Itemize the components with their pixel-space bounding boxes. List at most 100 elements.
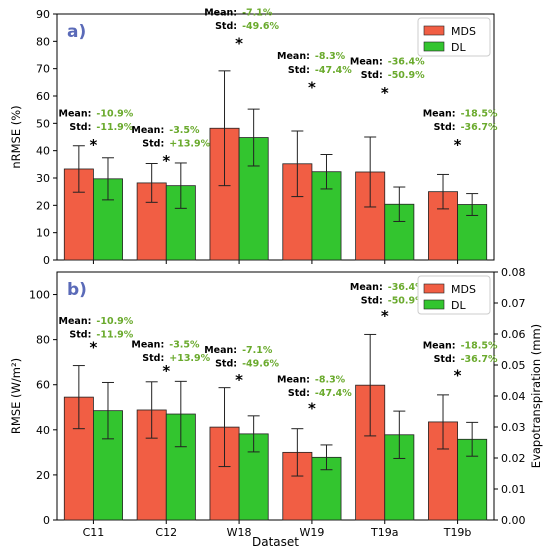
y2-tick-label: 0.04 [501, 390, 526, 403]
significance-asterisk: * [454, 367, 462, 385]
annotation-mean-label: Mean: [350, 57, 383, 68]
annotation-mean-value: -36.4% [388, 57, 425, 68]
y-tick-label: 100 [29, 289, 50, 302]
y-tick-label: 20 [36, 199, 50, 212]
annotation-mean-value: -8.3% [315, 51, 346, 62]
annotation-std-value: +13.9% [169, 139, 210, 150]
y2-tick-label: 0.06 [501, 328, 526, 341]
panel-a: 0 10 20 30 40 50 60 70 80 90 nRMSE (%) Mean: -10.9% S… [9, 7, 498, 267]
x-tick-label: W19 [299, 526, 324, 539]
annotation-std-label: Std: [434, 122, 456, 133]
y2-tick-label: 0.02 [501, 452, 526, 465]
annotation-mean-value: -7.1% [242, 7, 273, 18]
annotation-std-label: Std: [215, 21, 237, 32]
annotation-std-value: -50.9% [388, 296, 425, 307]
y2-axis-label: Evapotranspiration (mm) [529, 324, 543, 468]
annotation-mean-value: -10.9% [96, 316, 133, 327]
plot-frame [56, 13, 495, 261]
annotation-mean-value: -3.5% [169, 340, 200, 351]
x-axis-label: Dataset [252, 535, 299, 549]
legend-label-mds: MDS [451, 283, 476, 296]
bar-mds-t19a [355, 384, 386, 521]
y-tick-label: 80 [36, 334, 50, 347]
y-tick-label: 40 [36, 145, 50, 158]
annotation-mean-label: Mean: [350, 282, 383, 293]
significance-asterisk: * [162, 152, 170, 170]
significance-asterisk: * [89, 136, 97, 154]
y-tick-label: 60 [36, 90, 50, 103]
significance-asterisk: * [308, 78, 316, 96]
annotation-mean-label: Mean: [277, 374, 310, 385]
annotation-mean-value: -18.5% [461, 109, 498, 120]
legend: MDS DL [417, 275, 491, 315]
annotation-std-value: -47.4% [315, 65, 352, 76]
annotation-std-value: +13.9% [169, 353, 210, 364]
significance-asterisk: * [235, 35, 243, 53]
annotation-std-label: Std: [361, 296, 383, 307]
y-tick-label: 0 [43, 514, 50, 527]
y-tick-label: 20 [36, 469, 50, 482]
significance-asterisk: * [162, 362, 170, 380]
annotation-std-label: Std: [142, 139, 164, 150]
annotation-mean-value: -18.5% [461, 341, 498, 352]
y2-tick-label: 0.00 [501, 514, 526, 527]
x-tick-label: T19b [443, 526, 472, 539]
annotation-mean-label: Mean: [59, 109, 92, 120]
y-tick-label: 80 [36, 35, 50, 48]
y-tick-label: 50 [36, 117, 50, 130]
legend: MDS DL [417, 17, 491, 57]
annotation-std-label: Std: [288, 65, 310, 76]
annotation-std-label: Std: [434, 354, 456, 365]
annotation-std-value: -47.4% [315, 388, 352, 399]
panel-label: a) [67, 22, 86, 42]
legend-swatch-dl [423, 41, 445, 52]
annotation-mean-value: -36.4% [388, 282, 425, 293]
annotation-mean-label: Mean: [59, 316, 92, 327]
legend-label-mds: MDS [451, 25, 476, 38]
y2-tick-label: 0.07 [501, 297, 526, 310]
x-tick-label: W18 [227, 526, 252, 539]
significance-asterisk: * [381, 84, 389, 102]
y2-tick-label: 0.05 [501, 359, 526, 372]
annotation-mean-label: Mean: [423, 341, 456, 352]
significance-asterisk: * [89, 338, 97, 356]
legend-swatch-mds [423, 25, 445, 36]
y2-tick-label: 0.01 [501, 483, 526, 496]
y-tick-label: 10 [36, 227, 50, 240]
annotation-std-value: -49.6% [242, 359, 279, 370]
annotation-std-value: -50.9% [388, 70, 425, 81]
y2-tick-label: 0.03 [501, 421, 526, 434]
annotation-mean-value: -3.5% [169, 125, 200, 136]
annotation-std-label: Std: [142, 353, 164, 364]
significance-asterisk: * [308, 399, 316, 417]
y-tick-label: 30 [36, 172, 50, 185]
significance-asterisk: * [454, 136, 462, 154]
y-tick-label: 0 [43, 254, 50, 267]
annotation-std-value: -11.9% [96, 122, 133, 133]
y-tick-label: 40 [36, 424, 50, 437]
legend-swatch-dl [423, 299, 445, 310]
annotation-std-label: Std: [361, 70, 383, 81]
legend-label-dl: DL [451, 299, 466, 312]
annotation-std-value: -36.7% [461, 122, 498, 133]
annotation-mean-label: Mean: [204, 345, 237, 356]
annotation-mean-label: Mean: [131, 340, 164, 351]
y-axis-label: RMSE (W/m²) [9, 358, 23, 434]
y-axis-label: nRMSE (%) [9, 105, 23, 168]
significance-asterisk: * [235, 371, 243, 389]
annotation-std-value: -49.6% [242, 21, 279, 32]
bar-mds-c11 [63, 168, 94, 261]
annotation-mean-label: Mean: [131, 125, 164, 136]
legend-label-dl: DL [451, 41, 466, 54]
x-tick-label: C11 [83, 526, 105, 539]
y-tick-label: 60 [36, 379, 50, 392]
annotation-std-label: Std: [288, 388, 310, 399]
annotation-std-value: -36.7% [461, 354, 498, 365]
annotation-mean-label: Mean: [204, 7, 237, 18]
y-tick-label: 90 [36, 8, 50, 21]
annotation-mean-value: -8.3% [315, 374, 346, 385]
annotation-mean-label: Mean: [423, 109, 456, 120]
panel-label: b) [67, 280, 87, 300]
